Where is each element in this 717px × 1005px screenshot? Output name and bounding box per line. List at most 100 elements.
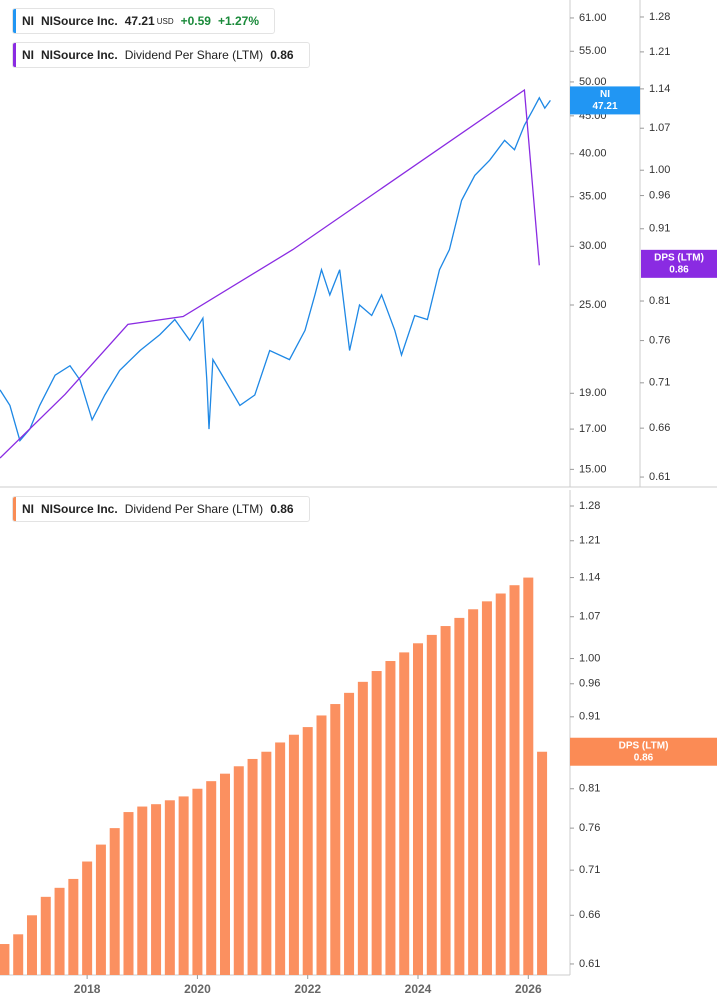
badge-value: 0.86	[634, 752, 654, 763]
bar	[344, 692, 355, 975]
x-tick-label: 2026	[515, 982, 542, 996]
badge-value: 47.21	[592, 101, 617, 112]
change: +0.59	[180, 14, 211, 28]
symbol: NI	[22, 48, 34, 62]
bar	[357, 681, 368, 975]
bar	[495, 593, 506, 975]
y-tick-label: 0.81	[649, 295, 670, 307]
company: NISource Inc.	[41, 14, 118, 28]
value-badge	[570, 86, 640, 115]
x-tick-label: 2022	[294, 982, 321, 996]
y-tick-label: 1.21	[649, 46, 670, 58]
bar	[13, 934, 24, 975]
y-tick-label: 55.00	[579, 45, 607, 57]
bar	[509, 585, 520, 975]
bar	[82, 861, 93, 975]
y-tick-label: 1.28	[649, 11, 670, 23]
bar	[219, 773, 230, 975]
currency: USD	[156, 16, 174, 26]
series-line	[0, 96, 551, 442]
y-tick-label: 0.76	[579, 822, 600, 834]
company: NISource Inc.	[41, 502, 118, 516]
legend-dps-bars: NI NISource Inc. Dividend Per Share (LTM…	[12, 496, 310, 522]
y-tick-label: 0.76	[649, 334, 670, 346]
y-tick-label: 0.66	[579, 909, 600, 921]
bar	[109, 828, 120, 975]
series-line	[0, 88, 540, 459]
bar	[426, 634, 437, 975]
bar	[302, 727, 313, 975]
y-tick-label: 0.61	[579, 958, 600, 970]
bar	[288, 734, 299, 975]
y-tick-label: 0.66	[649, 422, 670, 434]
legend-color	[13, 9, 16, 33]
bar	[178, 796, 189, 975]
y-tick-label: 0.91	[649, 223, 670, 235]
bar	[330, 704, 341, 975]
badge-label: DPS (LTM)	[654, 252, 704, 263]
badge-value: 0.86	[669, 264, 689, 275]
y-tick-label: 1.07	[649, 122, 670, 134]
y-tick-label: 15.00	[579, 463, 607, 475]
bar	[275, 742, 286, 975]
bar	[233, 766, 244, 975]
legend-color	[13, 497, 16, 521]
y-tick-label: 61.00	[579, 12, 607, 24]
legend-price: NI NISource Inc. 47.21 USD +0.59 +1.27%	[12, 8, 276, 34]
y-tick-label: 0.96	[649, 189, 670, 201]
legend-dps: NI NISource Inc. Dividend Per Share (LTM…	[12, 42, 310, 68]
bar	[454, 617, 465, 975]
bar	[468, 609, 479, 975]
bar	[0, 944, 10, 975]
y-tick-label: 40.00	[579, 148, 607, 160]
y-tick-label: 0.71	[579, 864, 600, 876]
bar	[151, 804, 162, 975]
y-tick-label: 19.00	[579, 387, 607, 399]
bar	[137, 806, 148, 975]
symbol: NI	[22, 14, 34, 28]
y-tick-label: 1.28	[579, 500, 600, 512]
company: NISource Inc.	[41, 48, 118, 62]
legend-color	[13, 43, 16, 67]
y-tick-label: 0.81	[579, 783, 600, 795]
badge-label: DPS (LTM)	[619, 740, 669, 751]
symbol: NI	[22, 502, 34, 516]
y-tick-label: 1.14	[579, 571, 600, 583]
y-tick-label: 1.07	[579, 611, 600, 623]
bar	[537, 751, 548, 975]
y-tick-label: 1.14	[649, 83, 670, 95]
y-tick-label: 0.71	[649, 377, 670, 389]
x-tick-label: 2020	[184, 982, 211, 996]
bar	[192, 788, 203, 975]
bar	[164, 800, 175, 975]
metric: Dividend Per Share (LTM)	[124, 48, 264, 62]
badge-label: NI	[600, 89, 610, 100]
bar	[68, 878, 79, 975]
bar	[26, 915, 37, 975]
y-tick-label: 1.00	[649, 164, 670, 176]
y-tick-label: 1.21	[579, 535, 600, 547]
value: 0.86	[270, 48, 294, 62]
bar	[247, 758, 258, 975]
bar	[481, 601, 492, 975]
change-percent: +1.27%	[217, 14, 260, 28]
bar	[123, 812, 134, 975]
bar	[316, 715, 327, 975]
y-tick-label: 0.96	[579, 678, 600, 690]
bar	[371, 671, 382, 975]
value-badge	[641, 249, 717, 278]
bar	[385, 661, 396, 975]
y-tick-label: 0.91	[579, 711, 600, 723]
y-tick-label: 17.00	[579, 423, 607, 435]
y-tick-label: 25.00	[579, 299, 607, 311]
bar	[440, 626, 451, 975]
y-tick-label: 0.61	[649, 471, 670, 483]
bar	[399, 652, 410, 975]
bar	[523, 577, 534, 975]
x-tick-label: 2024	[405, 982, 432, 996]
y-tick-label: 30.00	[579, 240, 607, 252]
x-tick-label: 2018	[74, 982, 101, 996]
bar	[261, 751, 272, 975]
